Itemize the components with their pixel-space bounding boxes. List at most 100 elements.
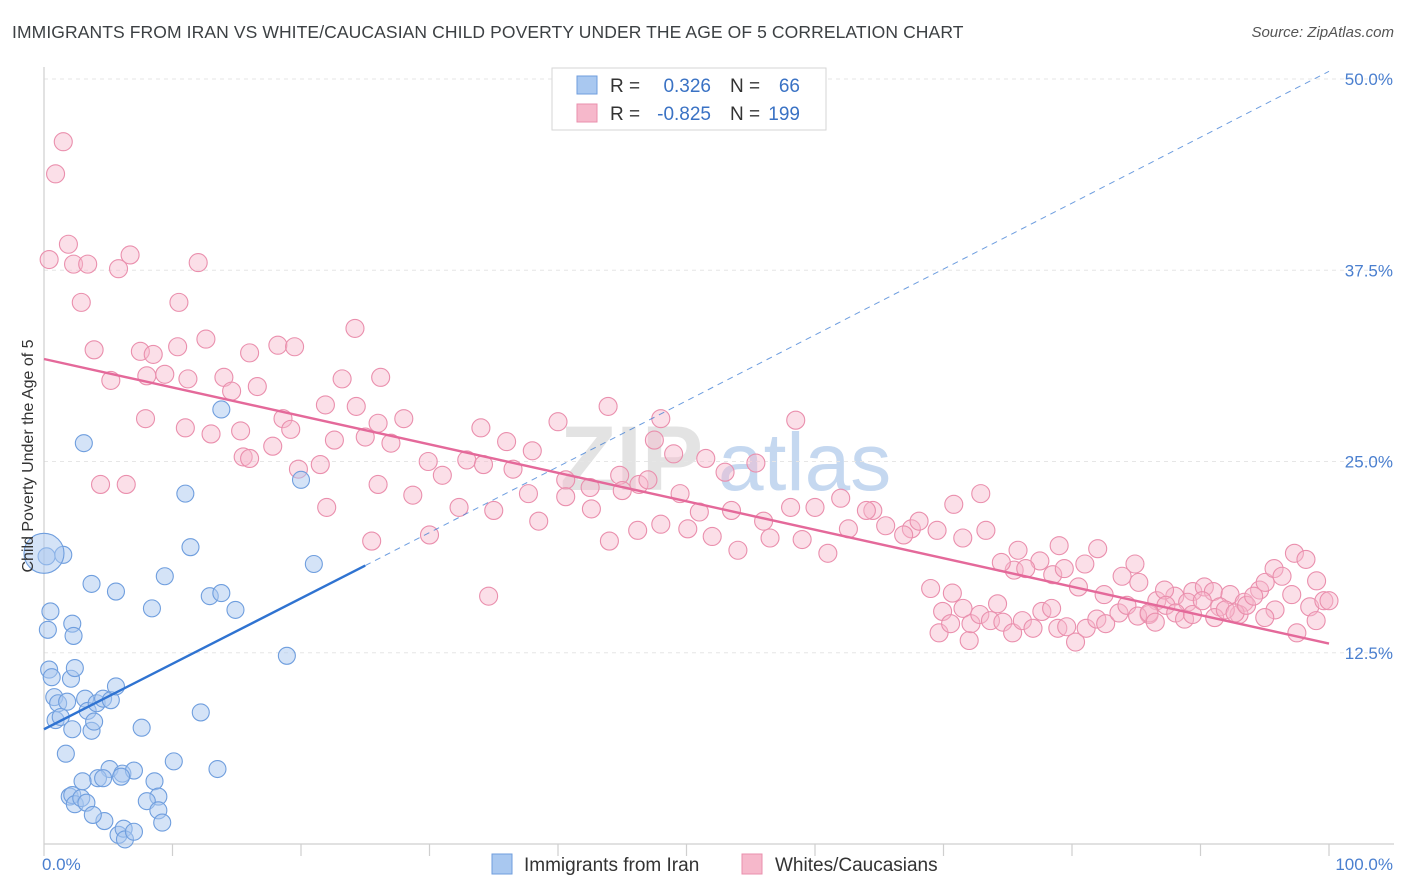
chart-title: IMMIGRANTS FROM IRAN VS WHITE/CAUCASIAN … (12, 22, 964, 42)
pink-point-48 (263, 436, 283, 456)
pink-point-28 (371, 367, 391, 387)
pink-point-43 (651, 409, 671, 429)
blue-point-40 (56, 744, 75, 763)
pink-point-151 (1306, 611, 1326, 631)
pink-point-175 (1145, 612, 1165, 632)
bottom-legend-swatch-blue (491, 853, 513, 875)
blue-point-38 (132, 718, 151, 737)
blue-point-10 (155, 567, 174, 586)
pink-point-137 (1282, 585, 1302, 605)
pink-point-33 (273, 409, 293, 429)
pink-point-25 (222, 381, 242, 401)
pink-point-40 (497, 432, 517, 452)
pink-point-92 (419, 525, 440, 545)
source-label: Source: ZipAtlas.com (1251, 24, 1394, 41)
axes (43, 67, 1394, 856)
pink-point-97 (651, 514, 671, 534)
pink-point-121 (1054, 559, 1074, 579)
blue-point-44 (145, 772, 164, 791)
pink-point-91 (362, 531, 382, 551)
pink-point-42 (598, 396, 618, 416)
pink-point-55 (432, 465, 452, 485)
pink-point-95 (599, 531, 619, 551)
pink-point-54 (418, 451, 438, 472)
legend-swatch-blue (576, 75, 598, 95)
pink-point-44 (644, 430, 664, 450)
blue-point-54 (94, 769, 113, 788)
pink-point-89 (944, 494, 964, 514)
pink-point-71 (368, 474, 388, 495)
pink-point-106 (876, 516, 896, 536)
pink-point-111 (976, 520, 996, 540)
pink-point-108 (909, 511, 929, 531)
pink-point-16 (240, 343, 260, 363)
pink-point-62 (610, 465, 630, 485)
pink-point-6 (108, 259, 129, 279)
pink-point-35 (315, 395, 335, 415)
pink-point-41 (548, 412, 568, 432)
pink-point-85 (805, 497, 825, 517)
pink-point-109 (927, 520, 947, 540)
pink-point-169 (1087, 609, 1107, 629)
legend-r-label-2: R = (610, 104, 640, 125)
bottom-legend-label-blue: Immigrants from Iran (524, 855, 699, 876)
pink-point-105 (856, 500, 876, 521)
pink-point-90 (971, 484, 991, 504)
blue-point-35 (63, 720, 82, 739)
pink-point-171 (1109, 603, 1129, 623)
pink-point-88 (901, 519, 921, 539)
pink-point-191 (1307, 571, 1327, 591)
pink-point-2 (39, 249, 59, 270)
blue-point-21 (42, 668, 61, 687)
pink-point-5 (78, 254, 98, 274)
pink-point-115 (1088, 539, 1108, 559)
pink-point-185 (1244, 586, 1264, 606)
blue-point-14 (212, 584, 231, 603)
pink-point-8 (188, 253, 208, 273)
y-tick-label-0: 12.5% (1345, 644, 1393, 663)
pink-point-127 (1129, 572, 1149, 592)
y-tick-label-2: 37.5% (1345, 261, 1393, 280)
pink-point-18 (285, 337, 305, 357)
pink-point-32 (231, 421, 251, 441)
legend-r-label-1: R = (610, 76, 640, 97)
pink-point-69 (116, 474, 136, 495)
y-tick-label-3: 50.0% (1345, 70, 1393, 89)
pink-point-64 (664, 444, 684, 464)
trend-lines (43, 70, 1330, 731)
blue-point-62 (153, 813, 172, 832)
trend-blue-extension (365, 70, 1330, 566)
pink-point-72 (403, 485, 423, 505)
pink-point-79 (638, 470, 658, 490)
blue-point-39 (191, 703, 210, 722)
gridlines (44, 78, 1394, 654)
pink-point-26 (247, 376, 267, 397)
pink-point-15 (196, 329, 216, 349)
pink-point-19 (345, 318, 365, 338)
pink-point-36 (346, 396, 366, 416)
pink-point-158 (988, 594, 1008, 614)
pink-point-45 (786, 410, 806, 430)
pink-point-27 (332, 369, 352, 389)
legend-n-label-1: N = (730, 76, 760, 97)
blue-point-18 (304, 554, 323, 574)
blue-point-24 (58, 692, 77, 711)
pink-point-154 (959, 630, 979, 651)
legend-r-value-1: 0.326 (663, 76, 711, 97)
pink-point-189 (1284, 543, 1304, 563)
pink-point-99 (702, 526, 722, 547)
pink-point-150 (1287, 623, 1307, 643)
pink-point-75 (518, 484, 538, 504)
pink-point-14 (168, 337, 188, 357)
blue-point-59 (124, 822, 143, 841)
blue-point-37 (85, 712, 104, 731)
blue-point-46 (164, 752, 183, 771)
pink-point-87 (863, 500, 883, 521)
pink-point-73 (449, 497, 469, 517)
pink-point-65 (696, 448, 716, 468)
pink-point-187 (1264, 559, 1284, 579)
pink-point-96 (628, 520, 648, 540)
pink-point-39 (471, 418, 491, 438)
tick-labels: 12.5% 25.0% 37.5% 50.0% 0.0% 100.0% (42, 70, 1393, 874)
